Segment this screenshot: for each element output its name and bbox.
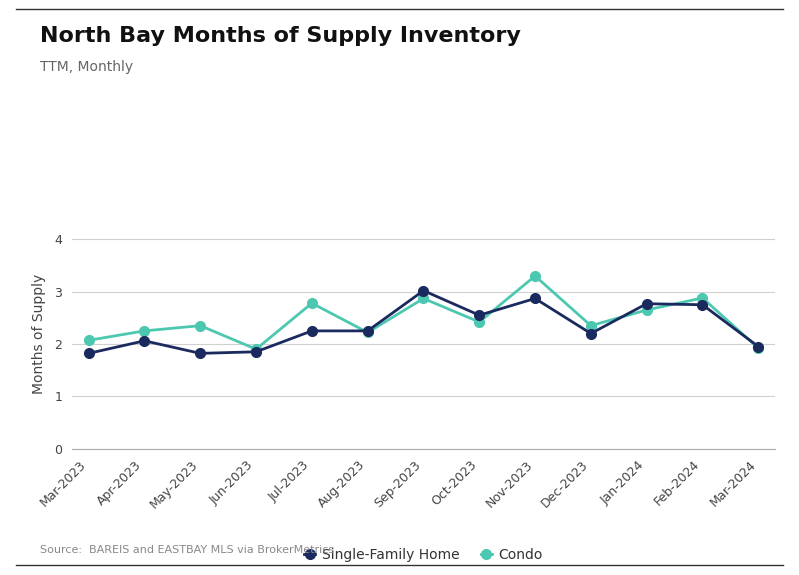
- Single-Family Home: [84, 350, 93, 357]
- Single-Family Home: [251, 348, 260, 355]
- Single-Family Home: [698, 301, 707, 308]
- Single-Family Home: [307, 327, 316, 334]
- Single-Family Home: [531, 295, 540, 302]
- Single-Family Home: [196, 350, 205, 357]
- Condo: [363, 329, 372, 336]
- Condo: [642, 306, 651, 313]
- Condo: [531, 273, 540, 279]
- Condo: [698, 294, 707, 301]
- Condo: [586, 322, 596, 329]
- Text: TTM, Monthly: TTM, Monthly: [40, 60, 133, 74]
- Legend: Single-Family Home, Condo: Single-Family Home, Condo: [299, 543, 548, 568]
- Condo: [140, 327, 149, 334]
- Condo: [84, 337, 93, 344]
- Single-Family Home: [642, 300, 651, 307]
- Single-Family Home: [753, 343, 763, 350]
- Condo: [251, 346, 260, 352]
- Condo: [196, 322, 205, 329]
- Text: Source:  BAREIS and EASTBAY MLS via BrokerMetrics: Source: BAREIS and EASTBAY MLS via Broke…: [40, 545, 334, 555]
- Condo: [753, 344, 763, 351]
- Condo: [307, 300, 316, 306]
- Single-Family Home: [419, 287, 428, 294]
- Line: Condo: Condo: [84, 271, 763, 354]
- Text: North Bay Months of Supply Inventory: North Bay Months of Supply Inventory: [40, 26, 521, 46]
- Y-axis label: Months of Supply: Months of Supply: [32, 273, 46, 394]
- Line: Single-Family Home: Single-Family Home: [84, 286, 763, 358]
- Single-Family Home: [475, 312, 484, 319]
- Condo: [475, 319, 484, 325]
- Single-Family Home: [586, 330, 596, 337]
- Single-Family Home: [363, 327, 372, 334]
- Single-Family Home: [140, 338, 149, 344]
- Condo: [419, 295, 428, 302]
